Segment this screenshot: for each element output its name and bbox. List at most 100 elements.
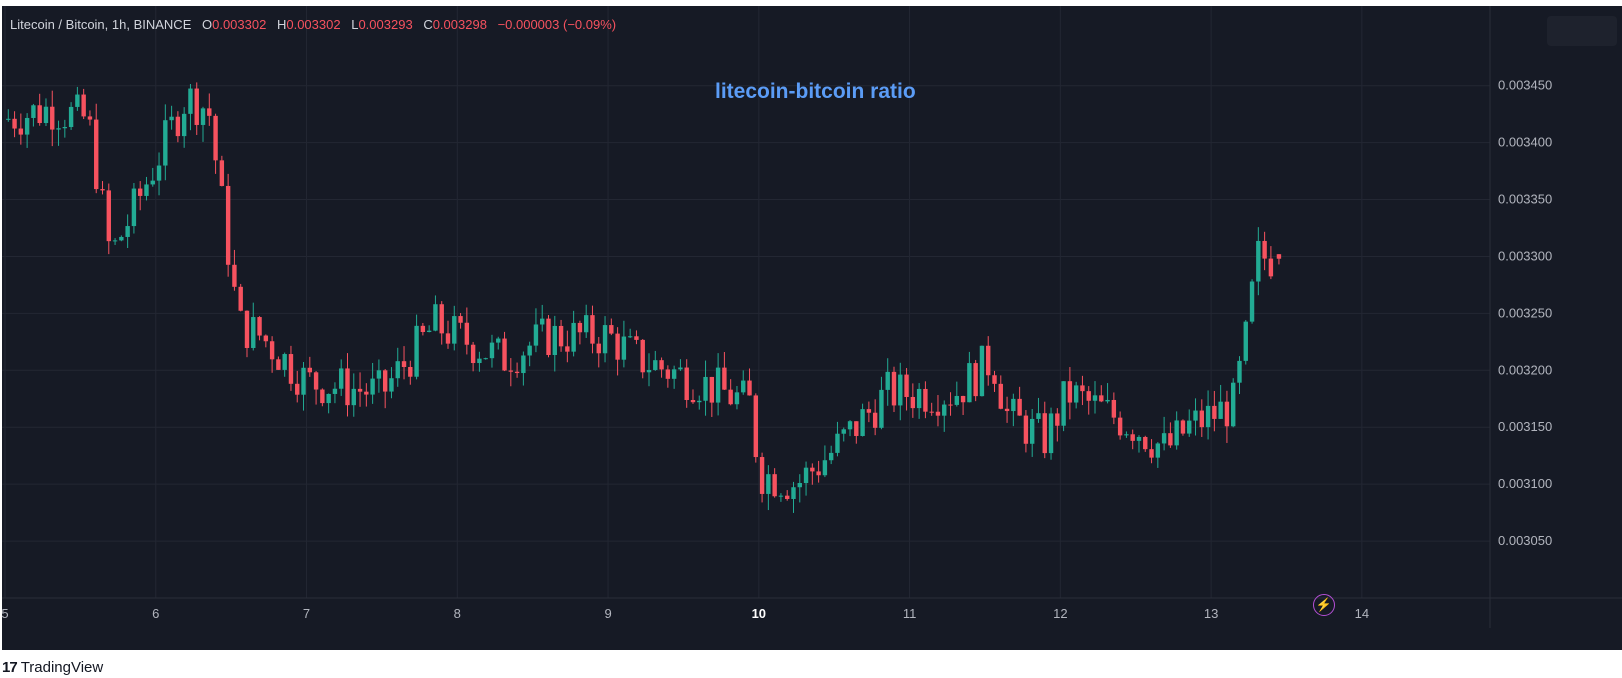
candle-body [339,368,344,389]
candle-body [822,460,828,476]
candle-body [269,341,275,360]
chart-pane[interactable]: 0.003050 0.003100 0.003150 0.003200 0.003250… [2,6,1622,650]
candle-body [56,128,61,130]
candle-body [916,388,922,409]
price-scale-button[interactable] [1547,16,1617,46]
candle-body [967,363,972,403]
candle-body [596,343,601,354]
candle-body [879,389,884,428]
candle-body [565,346,570,352]
candle-body [87,116,93,120]
time-tick-label: 7 [303,606,310,621]
candle-body [175,116,181,137]
candle-body [439,304,444,334]
candle-body [898,374,903,406]
candle-body [1136,436,1142,441]
candle-body [552,325,557,356]
candle-body [910,396,916,409]
candle-body [489,342,495,359]
candle-body [370,378,375,395]
candle-body [1268,258,1274,277]
candle-body [1073,385,1079,403]
candle-body [200,108,206,125]
candle-body [307,367,312,373]
candle-body [803,467,809,484]
candle-body [847,421,853,430]
high-label: H [276,17,287,32]
candle-body [753,395,758,458]
candle-body [791,487,796,499]
candle-body [929,411,934,413]
candle-body [540,318,545,325]
candle-body [276,359,281,370]
candle-body [452,316,457,344]
candle-body [1061,381,1066,426]
candle-body [715,367,721,403]
price-tick-label: 0.003050 [1498,533,1552,548]
candle-body [797,483,802,488]
candle-body [1042,413,1047,454]
candle-body [665,369,671,379]
candle-body [998,383,1003,409]
candle-body [408,367,413,377]
candle-body [646,369,652,373]
candle-body [1130,434,1135,441]
candle-body [659,360,664,370]
lightning-bolt-icon[interactable]: ⚡ [1313,594,1335,616]
candle-body [1067,381,1073,403]
candle-body [351,388,356,406]
candle-body [1036,413,1041,419]
candle-body [156,165,162,181]
candle-body [389,378,394,392]
candle-body [621,336,627,360]
candle-body [841,429,846,434]
candle-body [12,118,17,129]
symbol-label: Litecoin / Bitcoin, 1h, BINANCE [10,17,192,32]
tradingview-logo[interactable]: 17 TradingView [2,659,103,676]
candle-body [935,411,941,416]
candle-body [590,315,595,344]
price-tick-label: 0.003200 [1498,362,1552,377]
price-tick-label: 0.003450 [1498,78,1552,93]
time-tick-label: 12 [1053,606,1067,621]
price-tick-label: 0.003100 [1498,476,1552,491]
close-value: 0.003298 [432,17,487,32]
price-tick-label: 0.003150 [1498,419,1552,434]
candle-body [810,467,815,472]
candle-body [251,317,256,348]
candle-body [357,388,363,392]
candle-body [1276,254,1282,259]
candle-body [1011,398,1016,412]
candle-body [188,88,193,114]
candle-body [288,354,294,384]
chart-annotation: litecoin-bitcoin ratio [715,80,916,103]
candle-body [747,380,752,396]
candle-body [225,185,231,265]
time-tick-label: 13 [1204,606,1218,621]
candle-body [94,119,99,190]
candle-body [1212,405,1217,419]
candle-body [785,495,790,499]
candle-body [992,375,997,384]
candle-body [778,495,784,497]
candle-body [954,395,960,405]
candle-body [1193,410,1198,421]
candle-body [973,363,978,397]
candlestick-chart[interactable]: 0.003050 0.003100 0.003150 0.003200 0.003250… [2,6,1622,650]
candle-body [1029,418,1035,444]
candle-body [382,370,388,392]
candle-body [546,318,551,356]
candle-body [1155,443,1161,458]
candle-body [722,367,727,390]
candle-body [464,322,470,345]
candle-body [1180,420,1186,434]
time-tick-label: 8 [454,606,461,621]
candle-body [1161,433,1167,444]
price-tick-label: 0.003400 [1498,135,1552,150]
candle-body [137,188,143,196]
candle-body [741,380,746,393]
candle-body [119,236,124,241]
candle-body [1237,360,1242,383]
candle-body [558,325,564,347]
candle-body [1086,391,1091,401]
